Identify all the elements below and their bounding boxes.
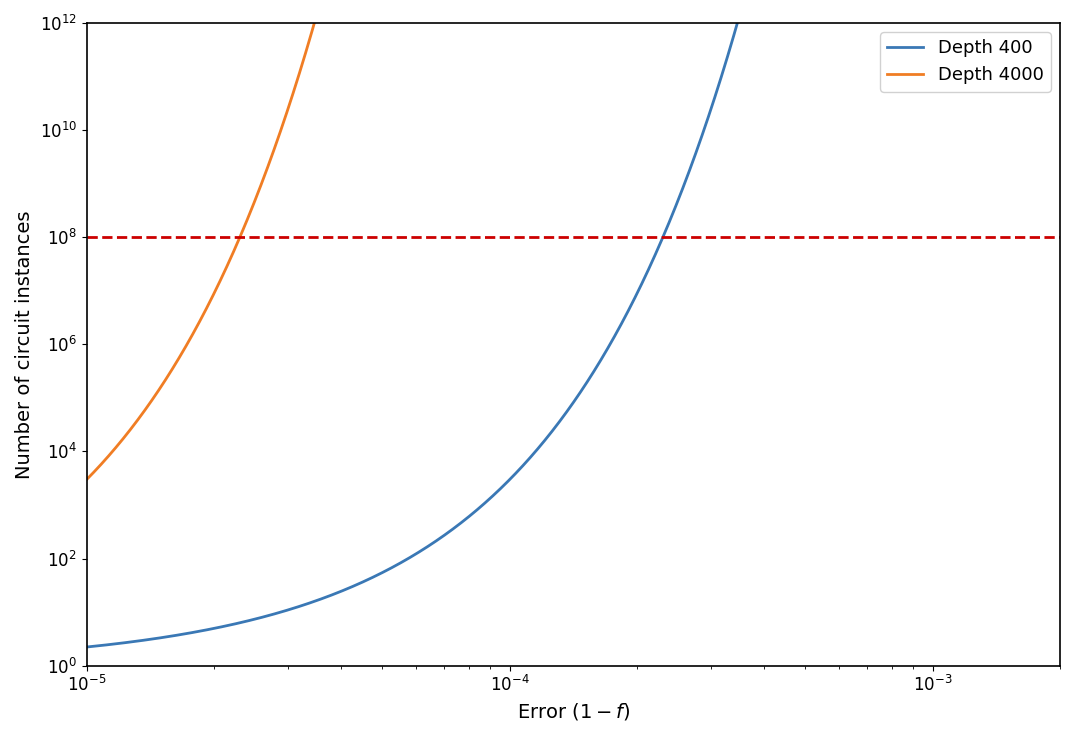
Depth 4000 [81, 475, 94, 484]
Line: Depth 4000: Depth 4000 [87, 0, 1060, 480]
Depth 400 [554, 416, 567, 425]
Depth 400 [81, 643, 94, 652]
X-axis label: Error $(1-f)$: Error $(1-f)$ [517, 701, 630, 722]
Depth 400 [528, 449, 541, 458]
Y-axis label: Number of circuit instances: Number of circuit instances [15, 210, 34, 478]
Legend: Depth 400, Depth 4000: Depth 400, Depth 4000 [880, 32, 1051, 91]
Depth 400 [130, 637, 143, 646]
Depth 4000 [130, 417, 143, 426]
Line: Depth 400: Depth 400 [87, 0, 1060, 647]
